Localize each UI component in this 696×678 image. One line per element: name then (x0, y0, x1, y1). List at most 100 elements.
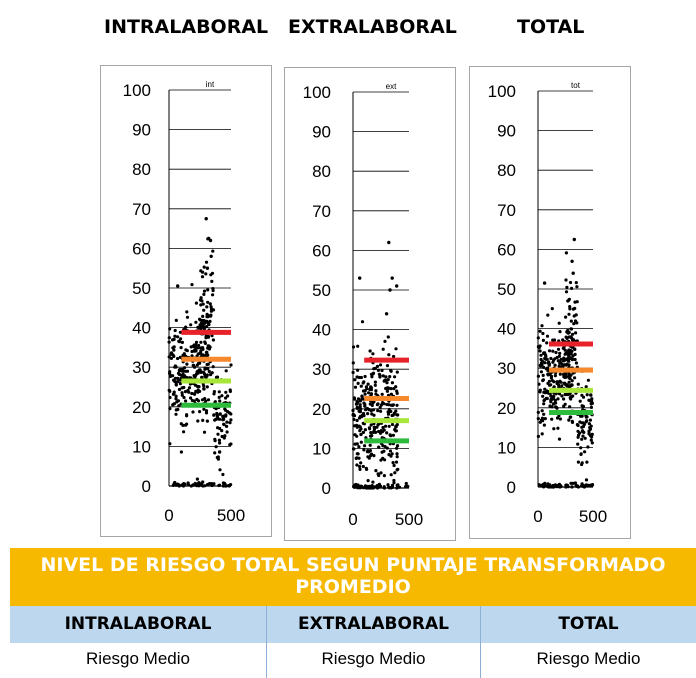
data-point (575, 321, 579, 325)
data-point (225, 430, 229, 434)
chart-title: int (206, 80, 215, 89)
data-point (389, 454, 393, 458)
data-point (543, 417, 547, 421)
data-point (389, 473, 393, 477)
data-point (351, 447, 356, 451)
data-point (198, 318, 202, 322)
data-point (210, 279, 214, 283)
data-point (360, 484, 364, 488)
data-point (363, 389, 367, 393)
data-point (372, 485, 377, 489)
data-point (223, 434, 227, 438)
data-point (395, 444, 400, 448)
data-point (388, 449, 393, 453)
data-point (174, 318, 178, 322)
data-point (583, 436, 587, 440)
data-point (536, 336, 540, 340)
data-point (370, 375, 374, 379)
data-point (177, 387, 182, 392)
data-point (205, 266, 210, 270)
data-point (355, 452, 359, 456)
data-point (575, 300, 579, 304)
data-point (390, 276, 394, 280)
data-point (536, 434, 540, 438)
data-point (364, 385, 368, 389)
data-point (199, 296, 203, 300)
data-point (368, 434, 373, 438)
data-point (540, 409, 544, 413)
data-point (376, 409, 380, 413)
data-point (185, 375, 189, 380)
data-point (539, 353, 543, 357)
data-point (174, 397, 178, 401)
data-point (570, 420, 575, 424)
data-point (576, 442, 580, 446)
data-point (571, 271, 575, 275)
data-point (545, 341, 549, 345)
y-tick-label: 90 (312, 123, 331, 142)
data-point (574, 361, 578, 365)
data-point (395, 389, 399, 393)
data-point (168, 442, 172, 446)
data-point (171, 353, 175, 357)
data-point (176, 356, 180, 361)
data-point (546, 483, 550, 487)
data-point (366, 412, 370, 416)
data-point (590, 441, 594, 445)
data-point (202, 289, 207, 293)
data-point (173, 334, 177, 338)
data-point (369, 386, 373, 390)
data-point (366, 407, 370, 411)
data-point (392, 354, 396, 359)
data-point (358, 276, 362, 280)
data-point (201, 353, 205, 357)
data-point (185, 315, 190, 319)
data-point (190, 354, 194, 358)
data-point (218, 417, 222, 421)
data-point (387, 424, 391, 428)
data-point (185, 414, 189, 418)
data-point (361, 464, 365, 469)
data-point (393, 471, 397, 475)
data-point (194, 301, 198, 305)
data-point (541, 373, 545, 377)
data-point (381, 425, 385, 430)
data-point (168, 327, 172, 331)
data-point (369, 431, 373, 435)
data-point (390, 413, 394, 418)
data-point (576, 423, 580, 428)
data-point (199, 321, 203, 325)
data-point (543, 391, 547, 395)
data-point (572, 322, 576, 326)
data-point (357, 456, 361, 460)
data-point (567, 330, 571, 335)
data-point (226, 394, 230, 398)
y-tick-label: 10 (497, 438, 516, 457)
data-point (179, 422, 183, 426)
data-point (548, 404, 552, 408)
data-point (172, 392, 176, 396)
data-point (557, 364, 561, 368)
data-point (581, 434, 585, 438)
data-point (182, 430, 186, 434)
data-point (589, 405, 593, 409)
scatter-points (536, 237, 595, 489)
data-point (192, 349, 196, 353)
data-point (205, 419, 209, 423)
data-point (361, 430, 365, 434)
data-point (564, 335, 568, 339)
data-point (356, 344, 360, 348)
data-point (204, 353, 208, 357)
data-point (580, 393, 584, 397)
data-point (564, 375, 568, 379)
data-point (561, 346, 565, 350)
y-tick-label: 100 (303, 83, 331, 102)
data-point (229, 412, 233, 416)
data-point (371, 401, 375, 405)
data-point (542, 483, 546, 487)
data-point (213, 400, 217, 404)
data-point (568, 415, 572, 419)
y-tick-label: 50 (132, 279, 151, 298)
data-point (568, 307, 572, 311)
data-point (388, 433, 392, 437)
